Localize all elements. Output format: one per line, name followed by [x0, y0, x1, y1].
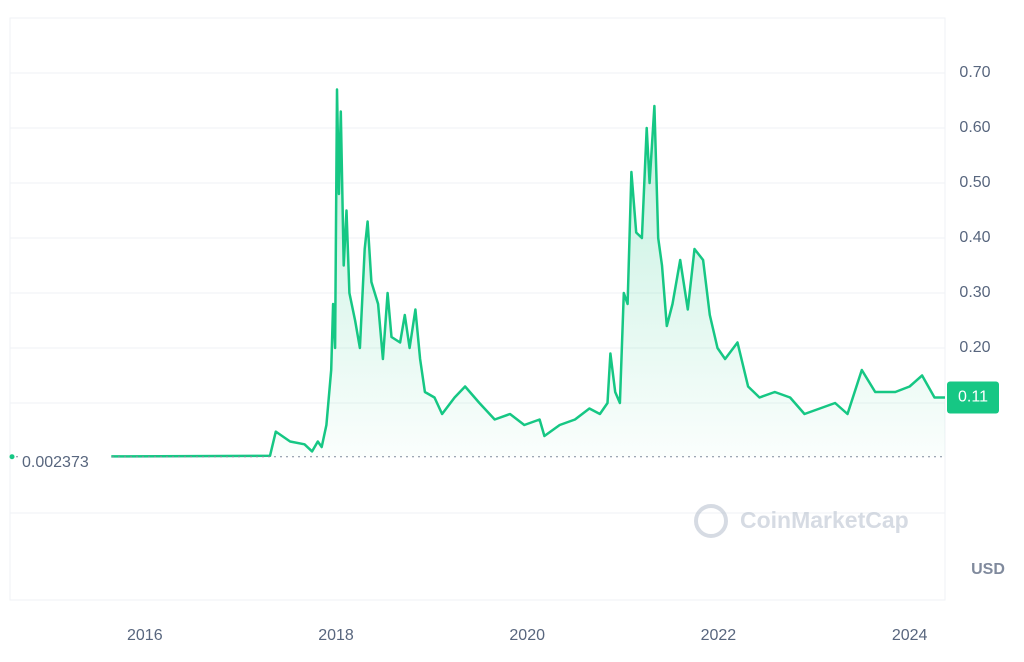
- x-tick-label: 2018: [318, 627, 354, 644]
- start-price-label: 0.002373: [22, 454, 89, 471]
- current-price-label: 0.11: [958, 389, 988, 406]
- y-tick-label: 0.70: [959, 64, 990, 81]
- watermark-text: CoinMarketCap: [740, 507, 909, 533]
- current-price-badge: [947, 381, 999, 414]
- x-tick-label: 2024: [892, 627, 928, 644]
- plot-frame: [9, 17, 946, 601]
- x-tick-label: 2020: [509, 627, 545, 644]
- currency-label: USD: [971, 561, 1005, 578]
- x-tick-label: 2022: [701, 627, 737, 644]
- y-tick-label: 0.60: [959, 119, 990, 136]
- y-tick-label: 0.20: [959, 339, 990, 356]
- y-tick-label: 0.30: [959, 284, 990, 301]
- watermark-logo: [694, 504, 728, 538]
- watermark: CoinMarketCap: [694, 504, 909, 538]
- start-price-dot: [9, 454, 15, 460]
- area-fill: [111, 89, 946, 457]
- x-tick-label: 2016: [127, 627, 163, 644]
- start-price-bg: [18, 446, 108, 467]
- y-tick-label: 0.40: [959, 229, 990, 246]
- price-line: [111, 88, 945, 458]
- y-tick-label: 0.50: [959, 174, 990, 191]
